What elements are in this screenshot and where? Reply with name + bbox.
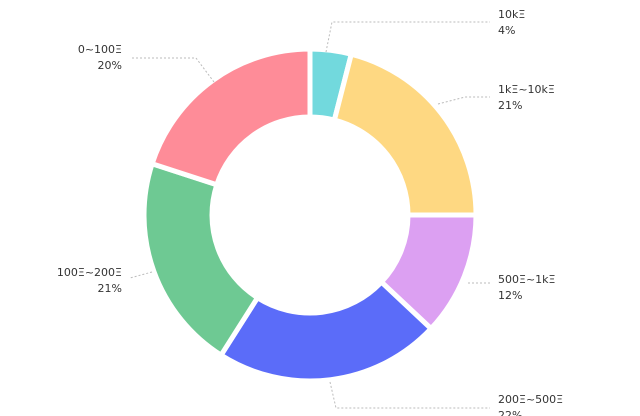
segment-value-label: 21%: [98, 282, 122, 295]
donut-segment: [331, 51, 479, 218]
donut-segment: [141, 161, 260, 358]
segment-label: 100Ξ~200Ξ: [57, 266, 122, 279]
segment-value-label: 4%: [498, 24, 515, 37]
donut-segment: [149, 46, 313, 188]
segment-value-label: 20%: [98, 59, 122, 72]
segment-value-label: 21%: [498, 99, 522, 112]
donut-segment: [218, 279, 434, 384]
leader-line: [437, 96, 490, 105]
segment-label: 0~100Ξ: [78, 43, 122, 56]
segment-label: 10kΞ: [498, 8, 525, 21]
segment-label: 1kΞ~10kΞ: [498, 83, 555, 96]
leader-line: [325, 21, 490, 53]
leader-line: [130, 57, 215, 83]
leader-line: [329, 381, 490, 409]
segment-value-label: 22%: [498, 409, 522, 416]
segment-label: 500Ξ~1kΞ: [498, 273, 556, 286]
segment-value-label: 12%: [498, 289, 522, 302]
leader-line: [129, 271, 153, 279]
segment-label: 200Ξ~500Ξ: [498, 393, 563, 406]
